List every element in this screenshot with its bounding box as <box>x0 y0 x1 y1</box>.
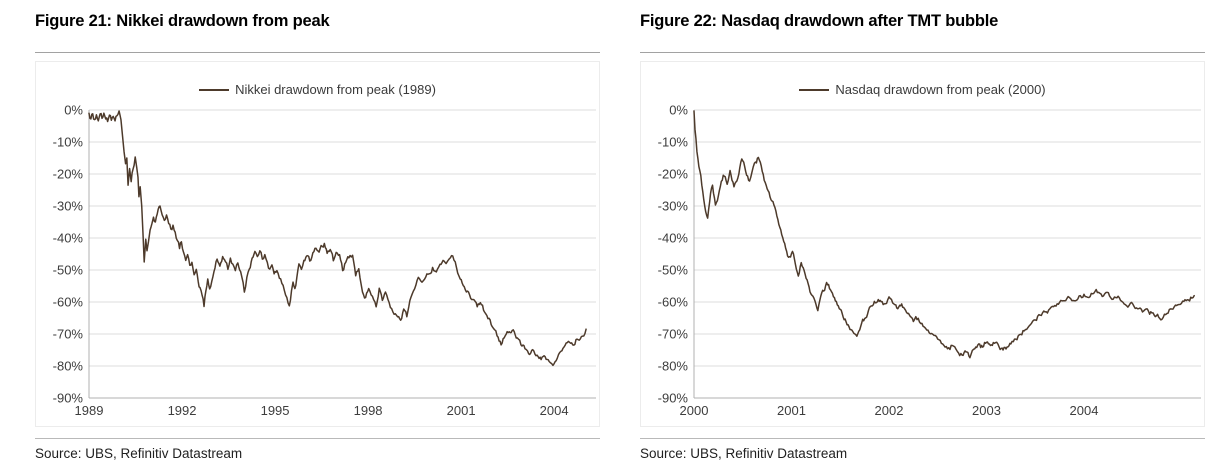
x-tick-label: 2002 <box>875 403 904 418</box>
source-note: Source: UBS, Refinitiv Datastream <box>35 446 243 461</box>
nasdaq-drawdown-chart: 0%-10%-20%-30%-40%-50%-60%-70%-80%-90%20… <box>658 103 1201 418</box>
x-tick-label: 2001 <box>777 403 806 418</box>
x-tick-label: 2000 <box>680 403 709 418</box>
y-tick-label: -10% <box>53 135 84 150</box>
y-tick-label: -90% <box>53 391 84 406</box>
legend-label: Nikkei drawdown from peak (1989) <box>235 82 436 97</box>
x-tick-label: 1992 <box>168 403 197 418</box>
x-tick-label: 2003 <box>972 403 1001 418</box>
y-tick-label: -10% <box>658 135 689 150</box>
legend-label: Nasdaq drawdown from peak (2000) <box>835 82 1046 97</box>
x-tick-label: 2004 <box>540 403 569 418</box>
nasdaq-chart-area: 0% -10% -20% -30% -40% -50% -60% -70% -80% -90% 20… <box>640 61 1205 427</box>
y-tick-label: -90% <box>658 391 689 406</box>
nikkei-drawdown-chart: 0%-10%-20%-30%-40%-50%-60%-70%-80%-90%19… <box>53 103 596 418</box>
y-tick-label: -40% <box>658 231 689 246</box>
y-tick-label: -40% <box>53 231 84 246</box>
title-separator <box>640 52 1205 53</box>
chart-legend: Nikkei drawdown from peak (1989) <box>36 82 599 97</box>
y-tick-label: -30% <box>658 199 689 214</box>
y-tick-label: 0% <box>64 103 83 118</box>
source-note: Source: UBS, Refinitiv Datastream <box>640 446 848 461</box>
source-separator <box>35 438 600 439</box>
y-tick-label: -80% <box>53 359 84 374</box>
nikkei-chart-area: 0% -10% -20% -30% -40% -50% -60% -70% -80% -90% 19… <box>35 61 600 427</box>
legend-line-swatch <box>799 88 830 91</box>
y-tick-label: -20% <box>658 167 689 182</box>
y-tick-label: 0% <box>669 103 688 118</box>
chart-legend: Nasdaq drawdown from peak (2000) <box>641 82 1204 97</box>
y-tick-label: -70% <box>53 327 84 342</box>
figure-21-title: Figure 21: Nikkei drawdown from peak <box>35 12 330 30</box>
y-tick-label: -30% <box>53 199 84 214</box>
drawdown-series-line <box>693 110 1195 359</box>
y-tick-label: -50% <box>53 263 84 278</box>
y-tick-label: -50% <box>658 263 689 278</box>
figure-21-panel: Figure 21: Nikkei drawdown from peak 0% -… <box>35 0 600 473</box>
y-tick-label: -20% <box>53 167 84 182</box>
y-tick-label: -60% <box>658 295 689 310</box>
y-tick-label: -70% <box>658 327 689 342</box>
title-separator <box>35 52 600 53</box>
source-separator <box>640 438 1205 439</box>
y-tick-label: -60% <box>53 295 84 310</box>
x-tick-label: 2004 <box>1070 403 1099 418</box>
x-tick-label: 1989 <box>75 403 104 418</box>
drawdown-series-line <box>88 110 587 367</box>
x-tick-label: 2001 <box>447 403 476 418</box>
figure-22-panel: Figure 22: Nasdaq drawdown after TMT bub… <box>640 0 1205 473</box>
figure-22-title: Figure 22: Nasdaq drawdown after TMT bub… <box>640 12 999 30</box>
legend-line-swatch <box>199 88 230 91</box>
y-tick-label: -80% <box>658 359 689 374</box>
x-tick-label: 1995 <box>261 403 290 418</box>
x-tick-label: 1998 <box>354 403 383 418</box>
